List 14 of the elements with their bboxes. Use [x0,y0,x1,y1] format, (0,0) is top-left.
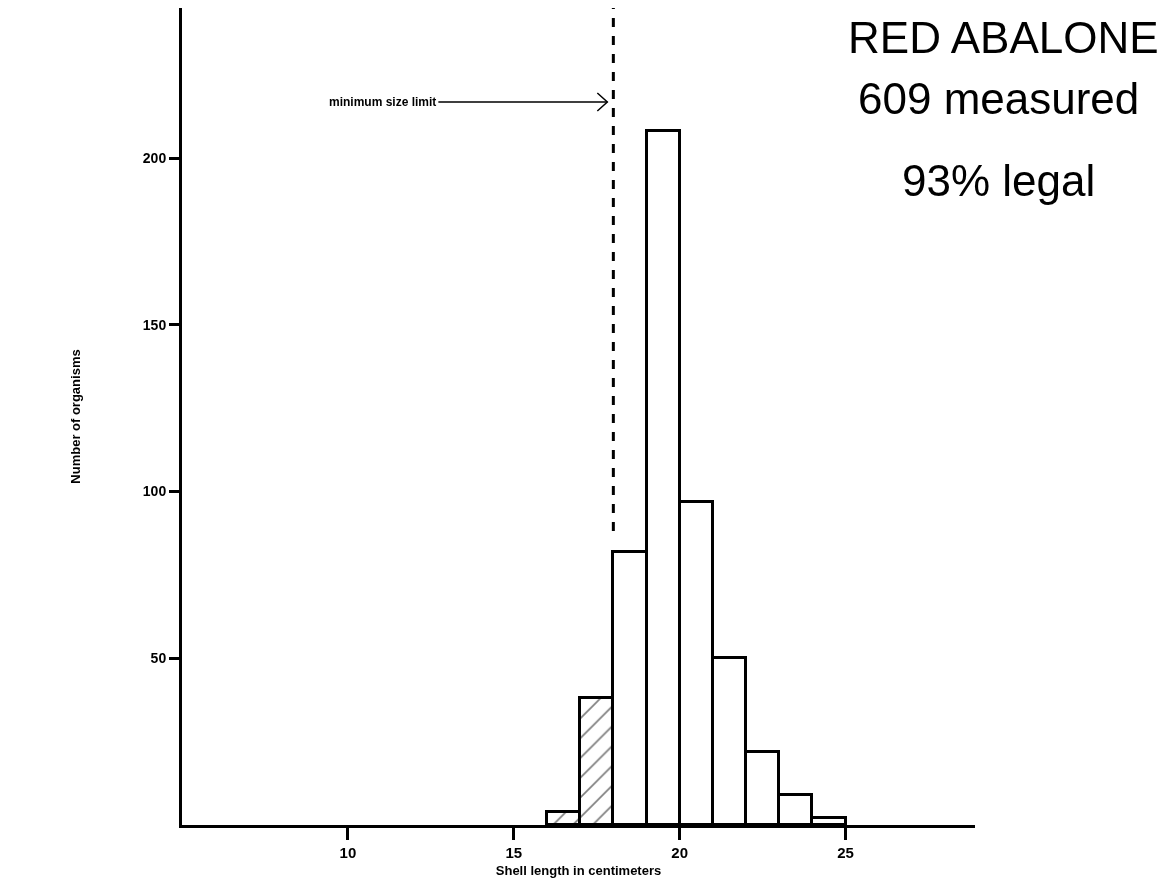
ref-line-label: minimum size limit [329,95,437,109]
x-axis-title: Shell length in centimeters [495,862,662,878]
x-tick-label: 15 [505,844,523,861]
x-tick-label: 25 [837,844,854,861]
y-tick-label: 50 [150,650,167,667]
x-tick-label: 20 [671,844,689,861]
y-axis-title: Number of organisms [67,349,83,484]
y-tick-label: 100 [142,483,167,500]
y-tick-label: 200 [142,149,167,166]
annotation: 93% legal [902,156,1096,205]
y-tick-label: 150 [142,316,167,333]
chart-title: RED ABALONE [848,13,1159,63]
annotation: 609 measured [858,74,1140,123]
x-tick-label: 10 [339,844,357,861]
